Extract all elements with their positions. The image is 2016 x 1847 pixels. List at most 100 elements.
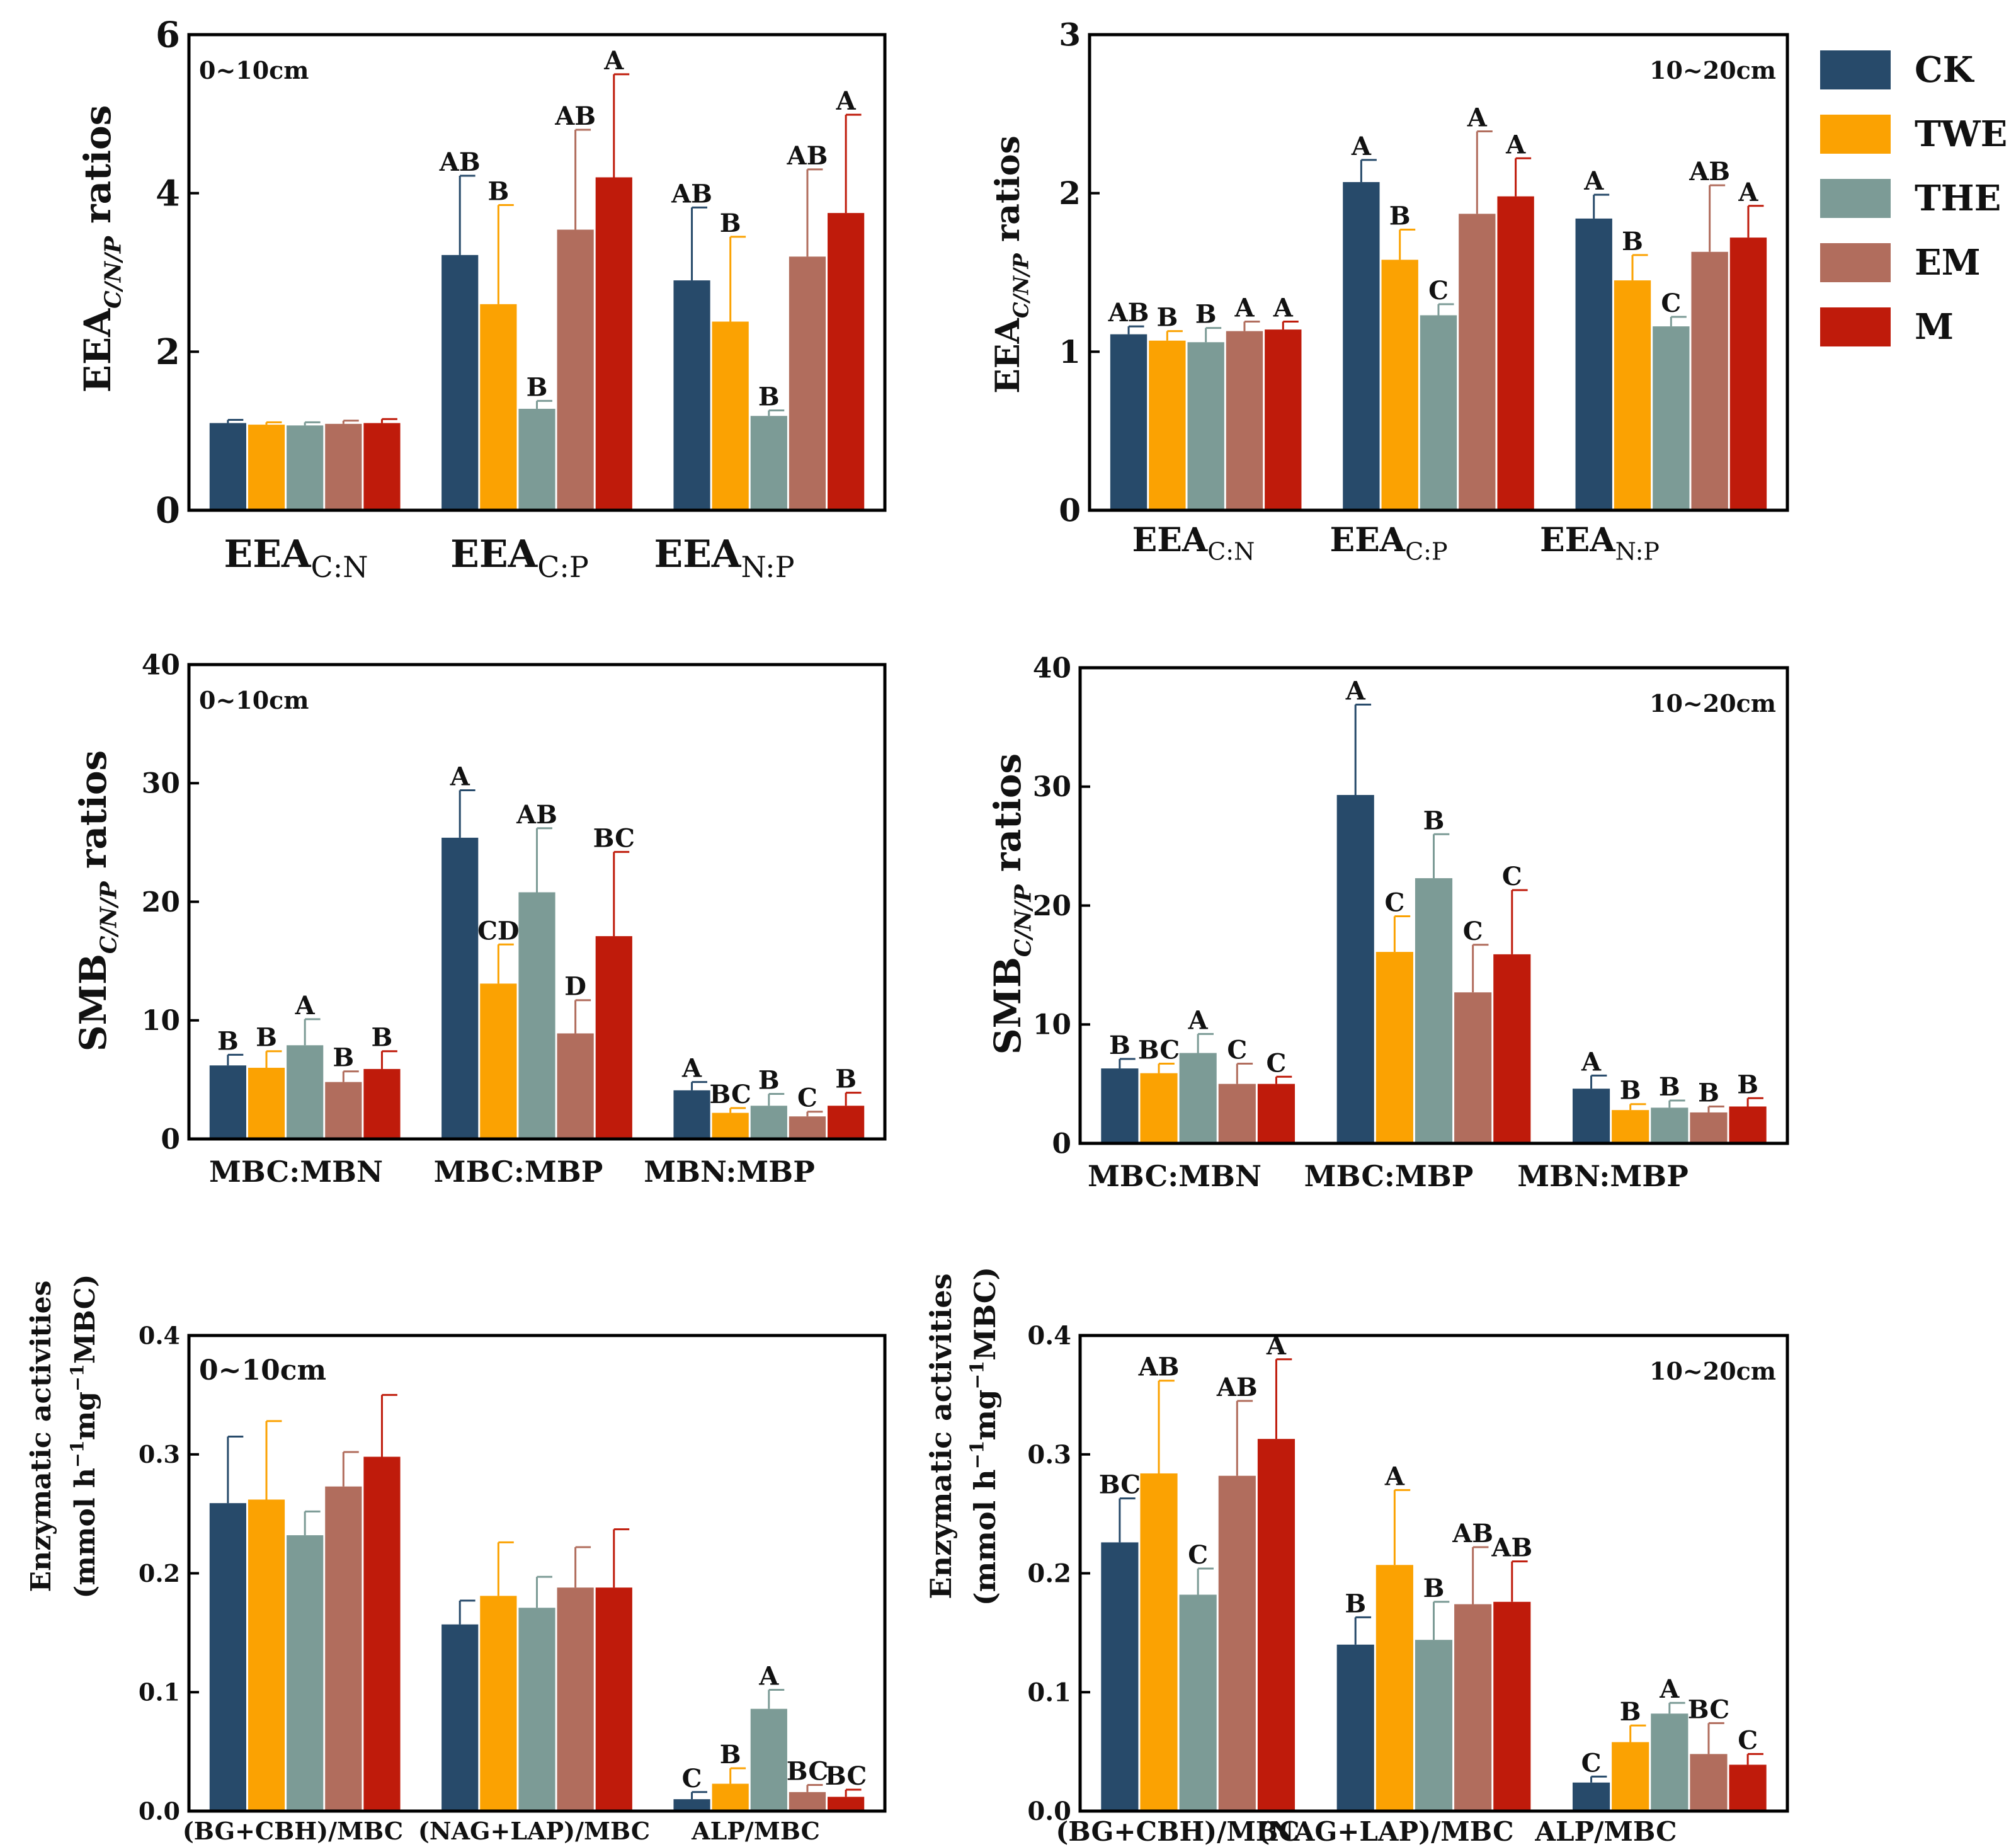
significance-letter: A xyxy=(450,762,470,792)
significance-letter: B xyxy=(333,1043,354,1073)
significance-letter: D xyxy=(564,972,586,1002)
significance-letter: B xyxy=(1345,1589,1366,1618)
bar-twe-2 xyxy=(480,304,517,510)
bar-the-2 xyxy=(1415,1640,1453,1811)
bar-em-3 xyxy=(789,1792,826,1811)
significance-letter: B xyxy=(1698,1078,1719,1107)
significance-letter: B xyxy=(1156,303,1178,333)
y-tick-label: 40 xyxy=(142,649,180,681)
y-axis-title: EEAC/N/P ratios xyxy=(989,135,1034,393)
bar-twe-3 xyxy=(712,1112,749,1139)
bar-m-2 xyxy=(595,177,632,510)
significance-letter: B xyxy=(217,1026,239,1056)
y-tick-label: 40 xyxy=(1033,652,1071,684)
bar-the-2 xyxy=(518,892,555,1139)
panel-title: 10~20cm xyxy=(1649,1357,1776,1385)
bar-m-2 xyxy=(595,936,632,1139)
y-tick-label: 0 xyxy=(1052,1128,1071,1160)
significance-letter: B xyxy=(758,382,780,411)
significance-letter: AB xyxy=(439,147,481,177)
significance-letter: B xyxy=(720,209,741,238)
legend-label: CK xyxy=(1915,49,1974,91)
y-axis-title: SMBC/N/P ratios xyxy=(72,750,122,1051)
bar-m-3 xyxy=(828,1106,865,1139)
significance-letter: B xyxy=(372,1023,393,1053)
bar-twe-3 xyxy=(1612,1110,1649,1143)
y-tick-label: 0.0 xyxy=(139,1797,180,1825)
legend-swatch xyxy=(1820,307,1891,346)
significance-letter: B xyxy=(1737,1070,1758,1099)
bar-twe-3 xyxy=(1614,280,1651,510)
y-tick-label: 0 xyxy=(161,1123,180,1155)
bar-the-3 xyxy=(1653,326,1690,510)
bar-the-2 xyxy=(518,1608,555,1811)
legend-item-em: EM xyxy=(1820,231,2009,295)
panel-title: 0~10cm xyxy=(199,686,309,714)
significance-letter: BC xyxy=(1099,1470,1141,1500)
bar-em-1 xyxy=(325,423,362,510)
legend: CK TWE THE EM M xyxy=(1820,38,2009,359)
significance-letter: A xyxy=(681,1054,702,1084)
bar-ck-1 xyxy=(1101,1542,1139,1811)
category-label: (NAG+LAP)/MBC xyxy=(1257,1816,1513,1847)
bar-the-2 xyxy=(1415,878,1453,1143)
bar-em-2 xyxy=(1454,992,1492,1143)
y-tick-label: 0 xyxy=(1059,492,1081,529)
y-axis-title-line1: Enzymatic activities xyxy=(25,1281,57,1593)
y-tick-label: 0 xyxy=(156,490,180,532)
significance-letter: A xyxy=(1738,178,1758,207)
significance-letter: AB xyxy=(1138,1352,1180,1382)
bar-the-3 xyxy=(1651,1107,1689,1143)
legend-swatch xyxy=(1820,115,1891,154)
y-tick-label: 20 xyxy=(142,886,180,918)
category-label: MBN:MBP xyxy=(644,1155,815,1189)
bar-em-1 xyxy=(325,1082,362,1139)
bar-m-3 xyxy=(1729,1106,1767,1143)
bar-twe-2 xyxy=(1381,260,1418,510)
significance-letter: B xyxy=(527,372,548,402)
category-label: MBC:MBN xyxy=(209,1155,383,1189)
y-tick-label: 20 xyxy=(1033,890,1071,922)
bar-m-1 xyxy=(1257,1439,1296,1811)
bar-twe-3 xyxy=(712,1783,749,1811)
bar-the-2 xyxy=(1420,315,1457,510)
y-axis-title-line1: Enzymatic activities xyxy=(924,1273,958,1599)
legend-item-ck: CK xyxy=(1820,38,2009,102)
significance-letter: AB xyxy=(516,800,557,830)
significance-letter: C xyxy=(1581,1748,1602,1778)
y-tick-label: 0.3 xyxy=(1027,1440,1071,1470)
significance-letter: A xyxy=(1583,166,1604,196)
category-label: EEAN:P xyxy=(654,532,794,584)
y-tick-label: 3 xyxy=(1059,16,1081,54)
significance-letter: B xyxy=(758,1065,780,1095)
significance-letter: AB xyxy=(1108,298,1149,328)
bar-ck-1 xyxy=(1101,1068,1139,1143)
bar-ck-3 xyxy=(1575,218,1612,510)
y-tick-label: 0.2 xyxy=(139,1559,180,1587)
y-tick-label: 4 xyxy=(156,173,180,214)
significance-letter: B xyxy=(1109,1031,1130,1060)
category-label: EEAC:P xyxy=(450,532,589,584)
bar-em-2 xyxy=(557,1587,594,1811)
significance-letter: C xyxy=(1661,289,1681,318)
bar-m-1 xyxy=(363,1456,401,1811)
bar-em-3 xyxy=(1690,1112,1728,1143)
significance-letter: C xyxy=(797,1084,817,1113)
y-axis-title: SMBC/N/P ratios xyxy=(986,753,1036,1055)
significance-letter: B xyxy=(1195,300,1217,329)
chart-panel-6: BCABCABABABABABCBABCC0.00.10.20.30.410~2… xyxy=(924,1267,1789,1847)
category-label: (BG+CBH)/MBC xyxy=(183,1817,403,1845)
y-axis-title: EEAC/N/P ratios xyxy=(76,105,126,393)
significance-letter: BC xyxy=(825,1761,867,1791)
significance-letter: A xyxy=(1505,130,1526,159)
significance-letter: AB xyxy=(671,179,712,209)
significance-letter: A xyxy=(1384,1461,1405,1491)
significance-letter: C xyxy=(1267,1048,1287,1078)
y-tick-label: 2 xyxy=(1059,174,1081,212)
legend-item-twe: TWE xyxy=(1820,102,2009,166)
bar-ck-2 xyxy=(441,254,479,510)
category-label: MBN:MBP xyxy=(1517,1159,1689,1193)
